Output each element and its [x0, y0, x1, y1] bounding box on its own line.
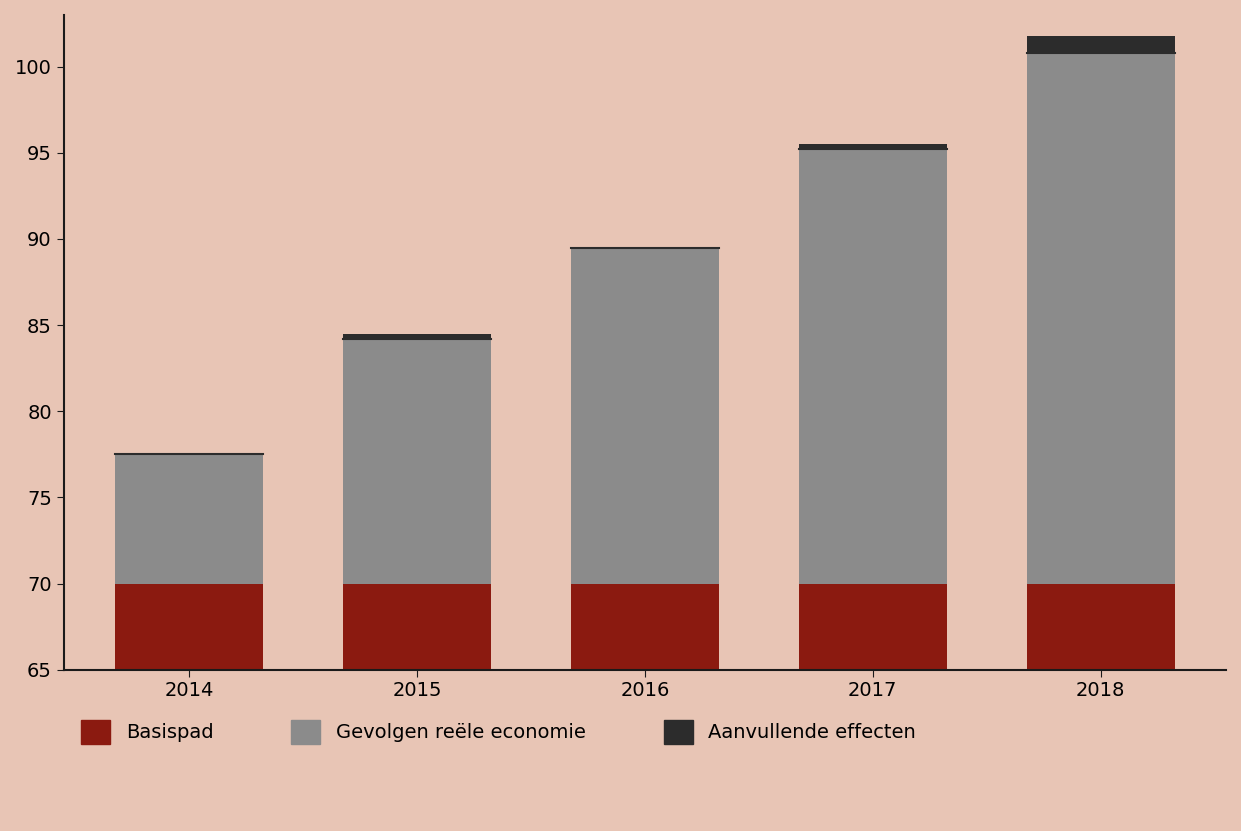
Bar: [1026, 36, 1175, 53]
Bar: [1026, 53, 1175, 583]
Bar: [799, 150, 947, 583]
Bar: [799, 583, 947, 670]
Bar: [115, 455, 263, 583]
Bar: [571, 583, 719, 670]
Legend: Basispad, Gevolgen reële economie, Aanvullende effecten: Basispad, Gevolgen reële economie, Aanvu…: [73, 712, 925, 751]
Bar: [343, 339, 491, 583]
Bar: [343, 583, 491, 670]
Bar: [1026, 583, 1175, 670]
Bar: [115, 583, 263, 670]
Bar: [799, 145, 947, 150]
Bar: [571, 248, 719, 583]
Bar: [343, 334, 491, 339]
